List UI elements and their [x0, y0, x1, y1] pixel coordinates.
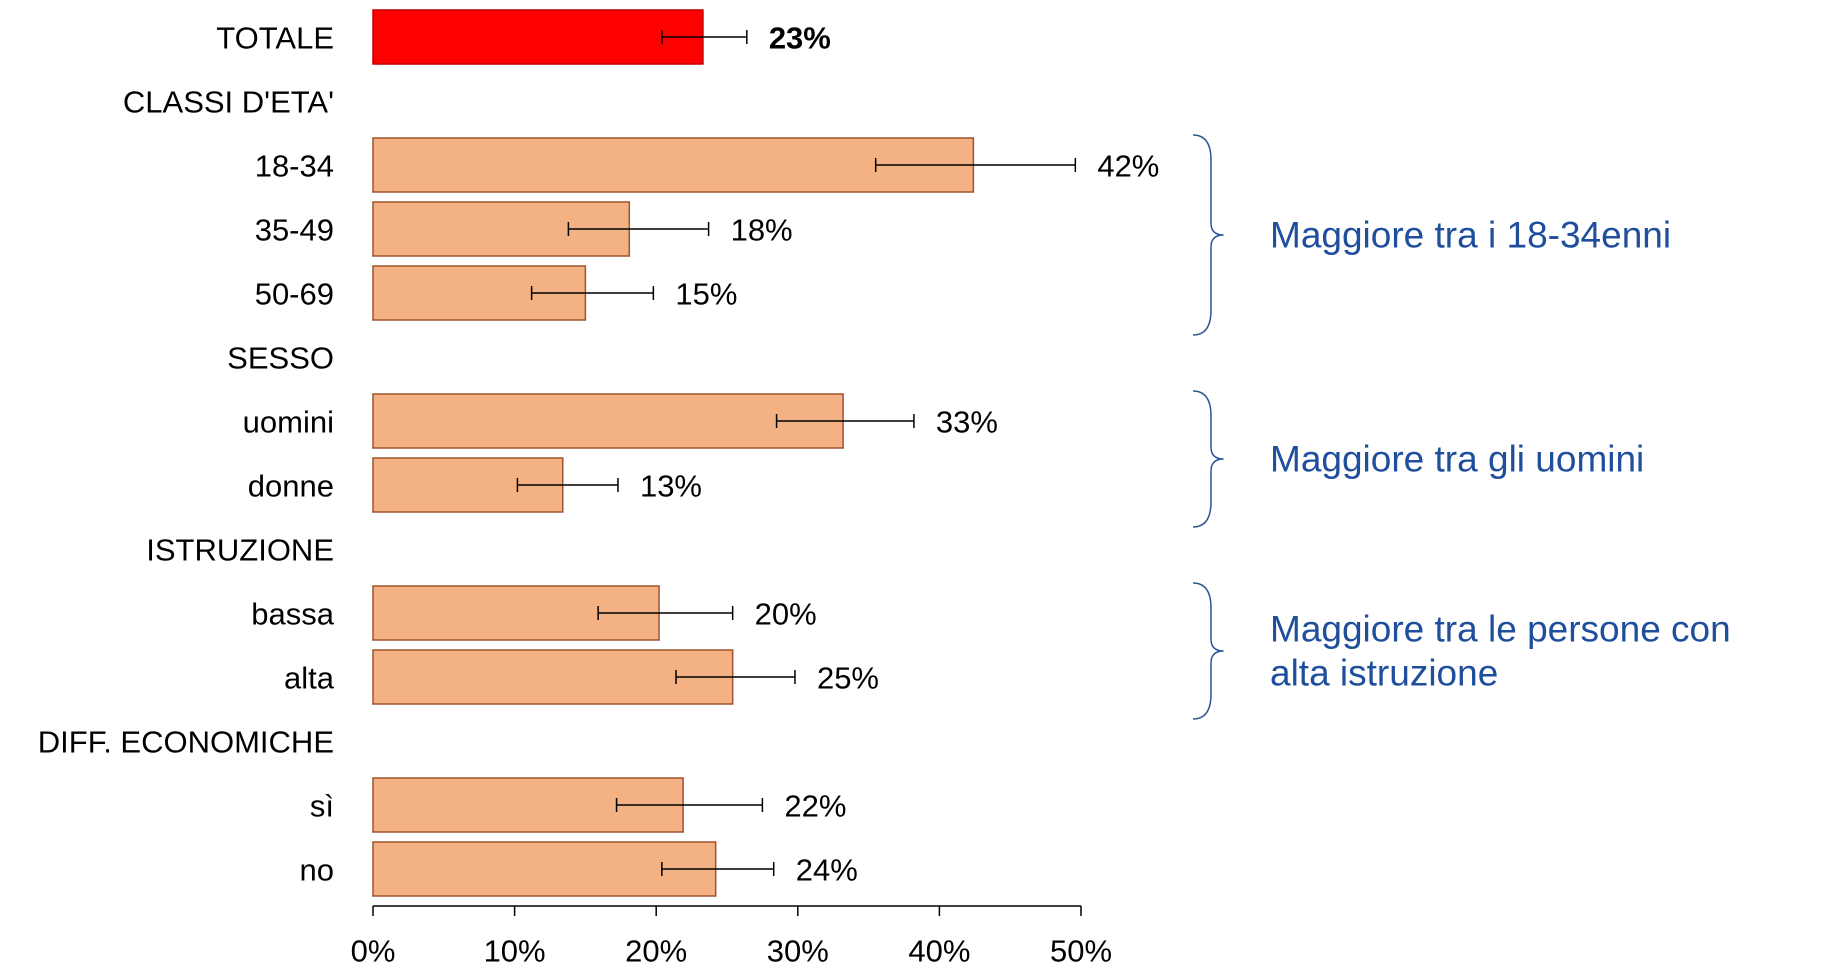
- annotation-text-2-0: Maggiore tra le persone con: [1270, 609, 1731, 650]
- category-label-no: no: [300, 853, 334, 888]
- category-label-donne: donne: [248, 469, 334, 504]
- value-label-uomini: 33%: [936, 405, 998, 440]
- category-label-s: sì: [310, 789, 334, 824]
- x-tick-label-4: 40%: [908, 934, 970, 969]
- group-label-diff-economiche: DIFF. ECONOMICHE: [38, 725, 334, 760]
- bar-no: [372, 841, 717, 897]
- annotation-text-1-0: Maggiore tra gli uomini: [1270, 439, 1644, 480]
- bar-totale: [372, 9, 704, 65]
- group-label-sesso: SESSO: [227, 341, 334, 376]
- annotation-brace-0: [1192, 134, 1224, 336]
- value-label-alta: 25%: [817, 661, 879, 696]
- value-label-donne: 13%: [640, 469, 702, 504]
- category-label-totale: TOTALE: [216, 21, 334, 56]
- x-tick-label-1: 10%: [484, 934, 546, 969]
- annotation-brace-2: [1192, 582, 1224, 720]
- category-label-bassa: bassa: [251, 597, 334, 632]
- value-label-s: 22%: [784, 789, 846, 824]
- value-label-35-49: 18%: [731, 213, 793, 248]
- x-tick-label-3: 30%: [767, 934, 829, 969]
- x-tick-label-0: 0%: [351, 934, 396, 969]
- x-tick-label-5: 50%: [1050, 934, 1112, 969]
- value-label-18-34: 42%: [1097, 149, 1159, 184]
- category-label-50-69: 50-69: [255, 277, 334, 312]
- bar-18-34: [372, 137, 975, 193]
- annotation-brace-1: [1192, 390, 1224, 528]
- group-label-istruzione: ISTRUZIONE: [146, 533, 334, 568]
- group-label-classi-d-eta: CLASSI D'ETA': [123, 85, 334, 120]
- value-label-no: 24%: [796, 853, 858, 888]
- bar-alta: [372, 649, 734, 705]
- category-label-uomini: uomini: [243, 405, 334, 440]
- annotation-text-0-0: Maggiore tra i 18-34enni: [1270, 215, 1671, 256]
- value-label-50-69: 15%: [675, 277, 737, 312]
- value-label-bassa: 20%: [755, 597, 817, 632]
- annotation-text-2-1: alta istruzione: [1270, 653, 1498, 694]
- bar-uomini: [372, 393, 844, 449]
- category-label-35-49: 35-49: [255, 213, 334, 248]
- category-label-alta: alta: [284, 661, 335, 696]
- value-label-totale: 23%: [769, 21, 831, 56]
- category-label-18-34: 18-34: [255, 149, 334, 184]
- x-tick-label-2: 20%: [625, 934, 687, 969]
